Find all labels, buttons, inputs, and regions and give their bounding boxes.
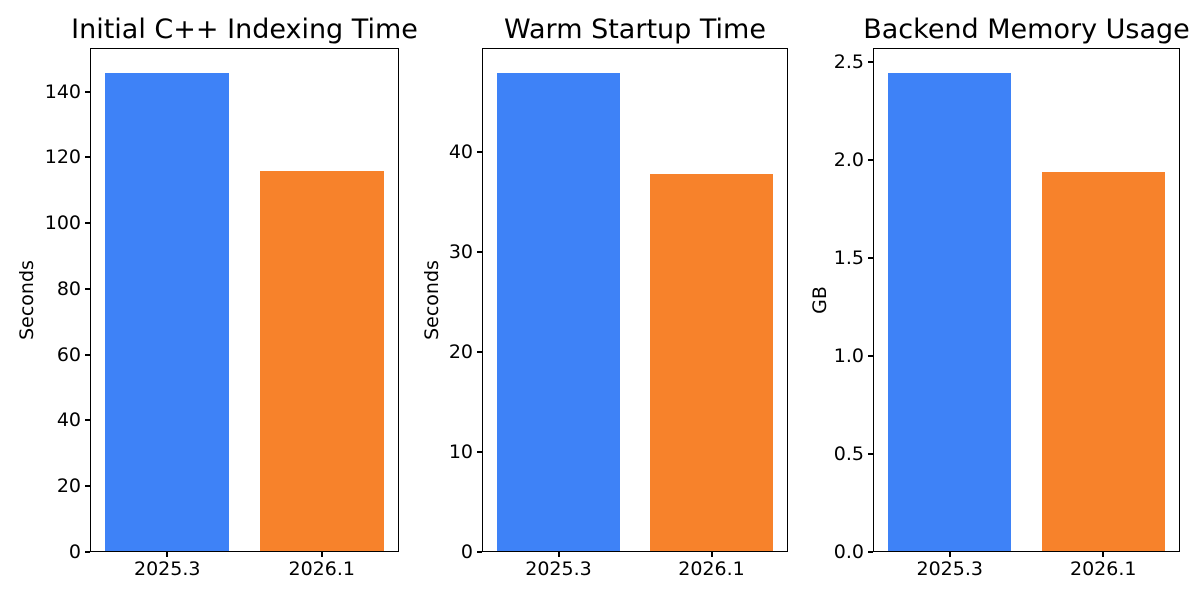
- y-tick-mark: [85, 90, 90, 93]
- x-tick-label: 2025.3: [134, 558, 201, 580]
- y-tick-label: 20: [56, 475, 81, 498]
- y-tick-mark: [868, 257, 873, 260]
- y-tick-mark: [477, 451, 482, 453]
- y-tick-mark: [85, 156, 90, 159]
- y-tick-mark: [85, 419, 90, 422]
- x-tick-label: 2026.1: [288, 558, 355, 580]
- y-axis-label: GB: [809, 286, 831, 314]
- y-tick-label: 40: [56, 409, 81, 432]
- plot-area: [482, 48, 788, 552]
- y-tick-label: 2.0: [833, 149, 864, 172]
- y-tick-label: 30: [448, 241, 473, 263]
- bar-2026.1: [1041, 172, 1165, 551]
- x-tick-label: 2025.3: [525, 558, 592, 580]
- y-tick-mark: [868, 453, 873, 456]
- x-tick-mark: [710, 552, 713, 557]
- y-tick-mark: [477, 151, 482, 153]
- y-tick-mark: [868, 355, 873, 358]
- x-tick-mark: [320, 552, 323, 557]
- chart-title: Warm Startup Time: [504, 14, 766, 45]
- y-tick-mark: [85, 287, 90, 290]
- bar-2025.3: [105, 72, 230, 551]
- y-tick-mark: [868, 159, 873, 162]
- x-tick-label: 2025.3: [916, 558, 983, 580]
- y-tick-label: 140: [44, 80, 81, 103]
- bar-2025.3: [497, 72, 620, 551]
- y-tick-mark: [477, 551, 482, 553]
- y-tick-label: 10: [448, 441, 473, 463]
- chart-title: Initial C++ Indexing Time: [71, 14, 418, 45]
- bar-2025.3: [888, 72, 1012, 551]
- y-tick-label: 20: [448, 341, 473, 363]
- y-tick-label: 1.5: [833, 247, 864, 270]
- plot-area: [90, 48, 399, 552]
- x-tick-mark: [166, 552, 169, 557]
- y-tick-mark: [868, 551, 873, 553]
- y-tick-mark: [85, 353, 90, 356]
- y-tick-label: 0: [68, 541, 81, 563]
- y-tick-label: 2.5: [833, 51, 864, 74]
- bar-2026.1: [259, 171, 384, 551]
- bar-2026.1: [650, 173, 773, 551]
- y-tick-label: 80: [56, 277, 81, 300]
- plot-area: [873, 48, 1180, 552]
- x-tick-label: 2026.1: [1070, 558, 1137, 580]
- y-tick-mark: [477, 351, 482, 353]
- y-tick-label: 0.5: [833, 443, 864, 466]
- chart-title: Backend Memory Usage: [863, 14, 1190, 45]
- x-tick-mark: [557, 552, 560, 557]
- y-tick-mark: [85, 485, 90, 488]
- y-tick-label: 40: [448, 141, 473, 163]
- x-tick-mark: [948, 552, 951, 557]
- y-tick-mark: [85, 222, 90, 225]
- y-tick-mark: [868, 61, 873, 64]
- y-tick-label: 120: [44, 146, 81, 169]
- y-tick-mark: [477, 251, 482, 253]
- x-tick-label: 2026.1: [678, 558, 745, 580]
- y-tick-mark: [85, 551, 90, 553]
- x-tick-mark: [1102, 552, 1105, 557]
- y-tick-label: 1.0: [833, 345, 864, 368]
- y-tick-label: 100: [44, 212, 81, 235]
- y-tick-label: 0: [460, 541, 473, 563]
- y-tick-label: 60: [56, 343, 81, 366]
- y-tick-label: 0.0: [833, 541, 864, 563]
